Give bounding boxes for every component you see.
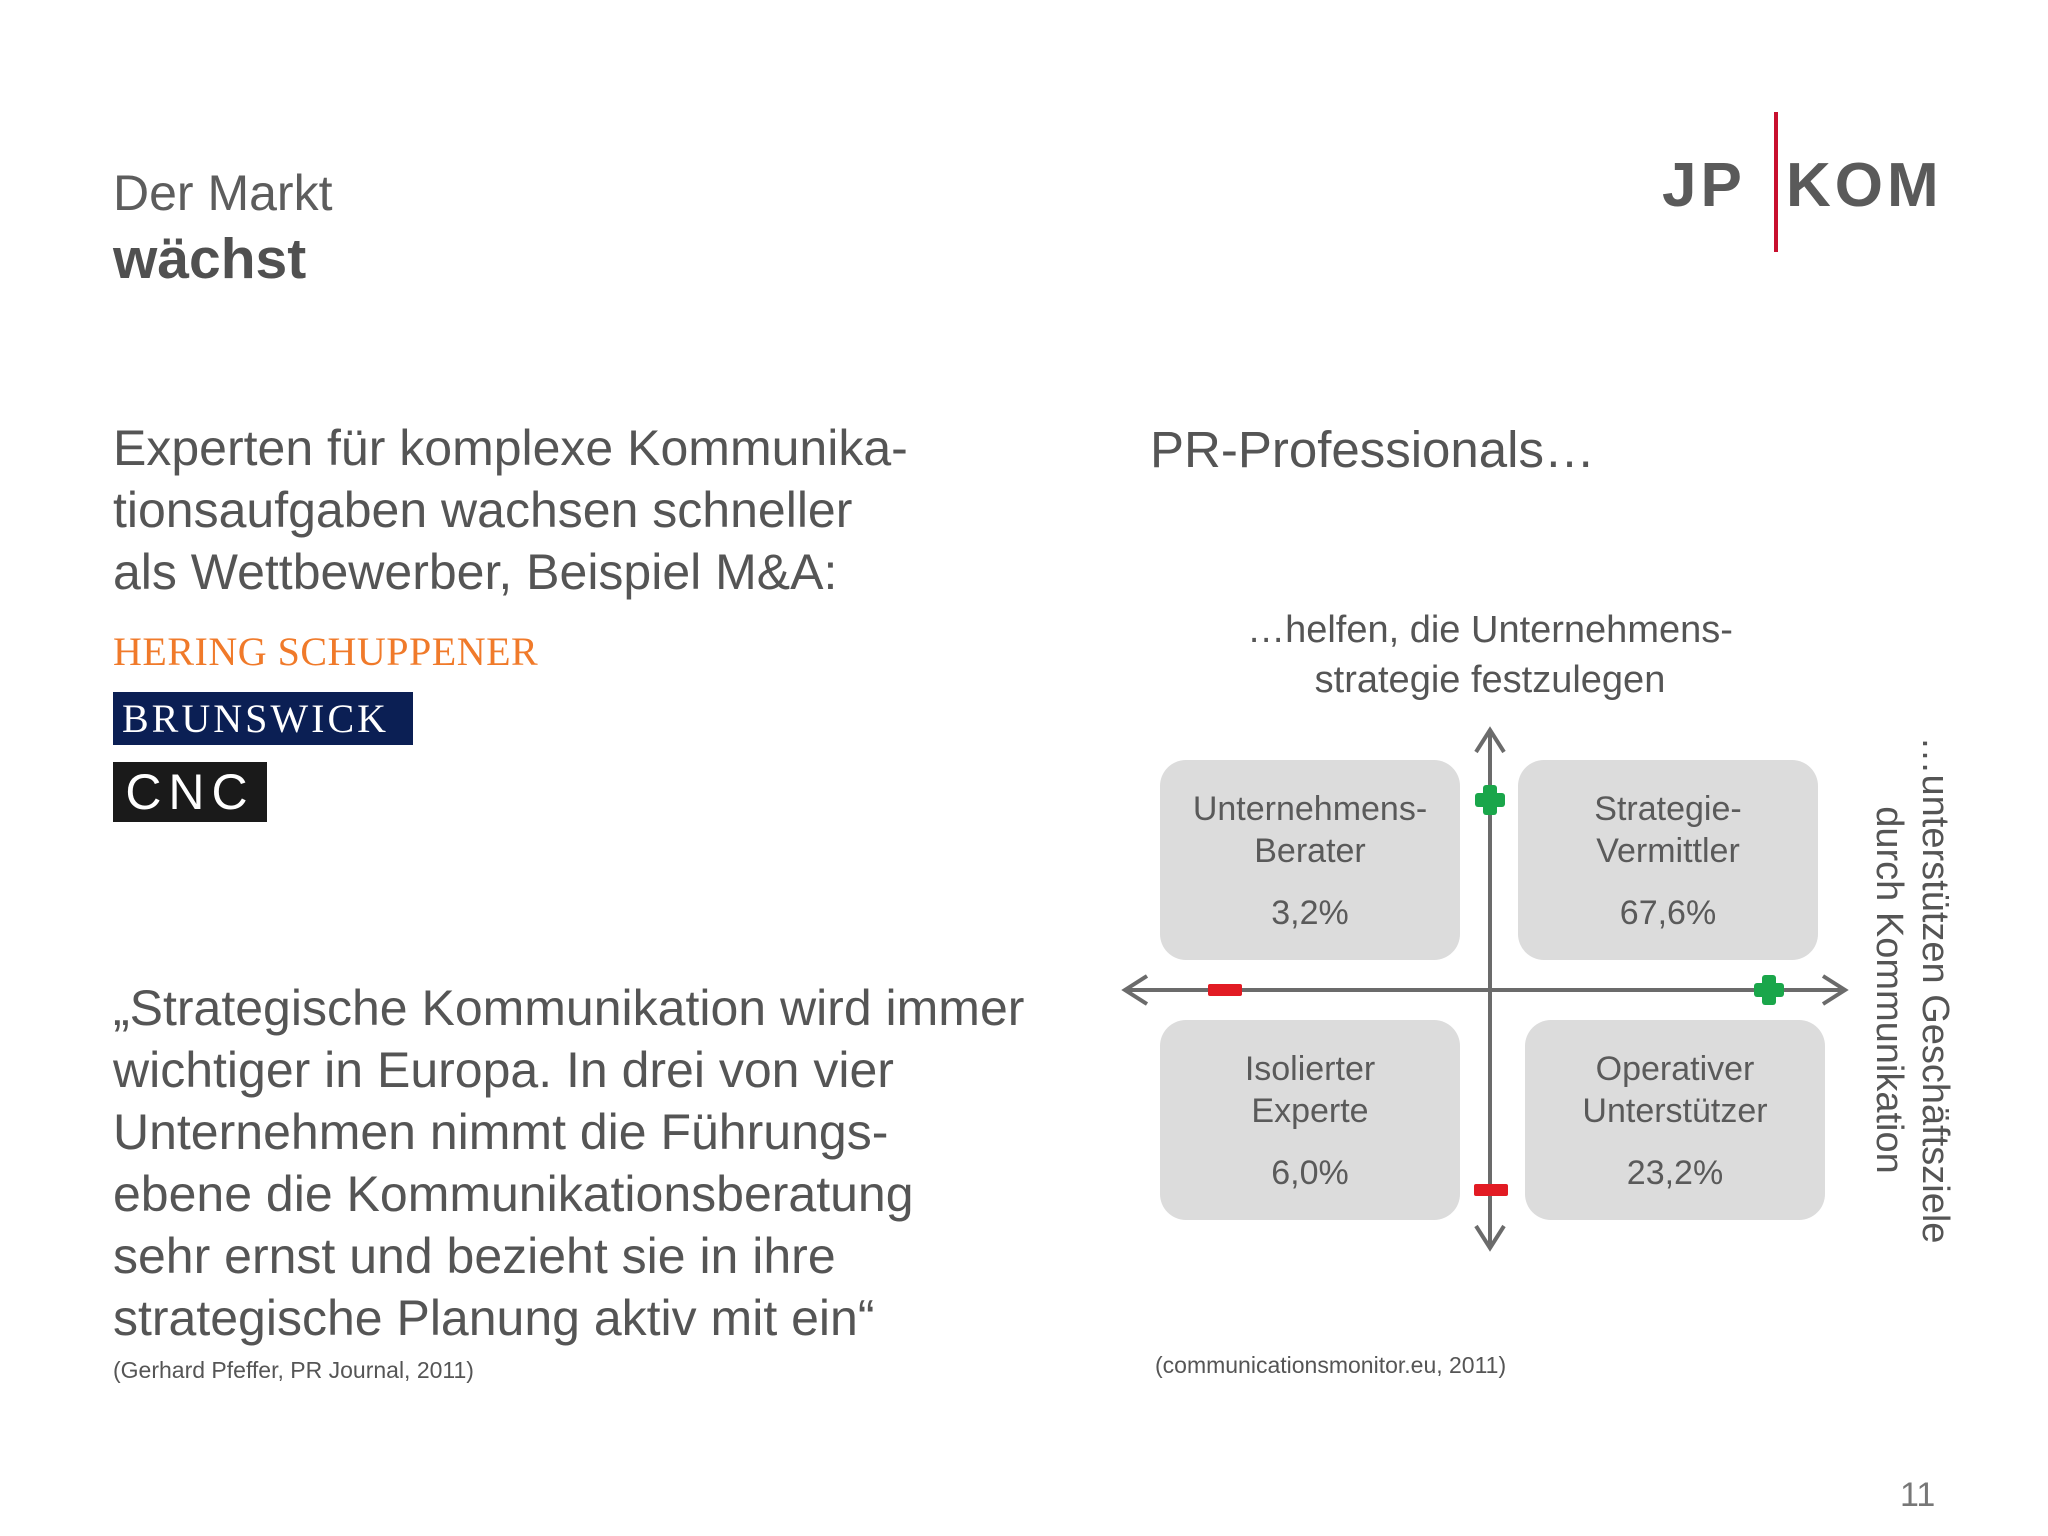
hering-schuppener-logo: HERING SCHUPPENER <box>113 629 539 674</box>
intro-line: Experten für komplexe Kommunika- <box>113 420 908 476</box>
quote-text: „Strategische Kommunikation wird immer w… <box>113 977 1024 1349</box>
quadrant-top-left: Unternehmens- Berater 3,2% <box>1160 760 1460 960</box>
diagram-title: PR-Professionals… <box>1150 421 1595 478</box>
quadrant-value: 67,6% <box>1619 894 1717 932</box>
minus-icon <box>1474 1184 1508 1196</box>
quote-source: (Gerhard Pfeffer, PR Journal, 2011) <box>113 1357 474 1383</box>
axis-top-label-line: strategie festzulegen <box>1314 659 1666 701</box>
slide-title-line2: wächst <box>113 227 307 291</box>
quadrant-bottom-left: Isolierter Experte 6,0% <box>1160 1020 1460 1220</box>
down-arrow-icon <box>1474 1224 1506 1252</box>
page-number: 11 <box>1900 1476 1936 1514</box>
quadrant-bottom-right: Operativer Unterstützer 23,2% <box>1525 1020 1825 1220</box>
axis-top-label: …helfen, die Unternehmens- strategie fes… <box>1150 605 1830 705</box>
diagram-source: (communicationsmonitor.eu, 2011) <box>1155 1352 1507 1378</box>
quadrant-label-line: Isolierter <box>1244 1050 1376 1088</box>
logo-left-text: JP <box>1662 151 1746 220</box>
right-arrow-icon <box>1821 974 1849 1006</box>
axis-top-label-line: …helfen, die Unternehmens- <box>1247 609 1733 651</box>
quadrant-label-line: Strategie- <box>1594 790 1742 828</box>
quadrant-label-line: Operativer <box>1595 1050 1755 1088</box>
brunswick-logo: BRUNSWICK <box>113 692 413 745</box>
quote-line: sehr ernst und bezieht sie in ihre <box>113 1228 836 1284</box>
quote-line: Unternehmen nimmt die Führungs- <box>113 1104 889 1160</box>
quote-line: „Strategische Kommunikation wird immer <box>113 980 1025 1036</box>
quadrant-top-right: Strategie- Vermittler 67,6% <box>1518 760 1818 960</box>
axis-right-label-line: …unterstützen Geschäftsziele <box>1914 736 1956 1244</box>
quadrant-value: 23,2% <box>1626 1154 1724 1192</box>
up-arrow-icon <box>1474 726 1506 754</box>
axes <box>1121 726 1849 1252</box>
quadrant-label-line: Unterstützer <box>1582 1092 1768 1130</box>
jpkom-logo: JP KOM <box>1662 112 1962 252</box>
quadrant-diagram: Unternehmens- Berater 3,2% Strategie- Ve… <box>1115 720 1855 1260</box>
quadrant-label-line: Vermittler <box>1596 832 1740 870</box>
plus-icon <box>1754 975 1784 1005</box>
axis-right-label-line: durch Kommunikation <box>1868 806 1910 1174</box>
slide-title-line1: Der Markt <box>113 165 333 221</box>
intro-text: Experten für komplexe Kommunika- tionsau… <box>113 417 908 603</box>
intro-line: tionsaufgaben wachsen schneller <box>113 482 853 538</box>
plus-icon <box>1475 785 1505 815</box>
quadrant-label-line: Berater <box>1254 832 1366 870</box>
quadrant-label-line: Experte <box>1251 1092 1369 1130</box>
axis-right-label: …unterstützen Geschäftsziele durch Kommu… <box>1862 720 1962 1260</box>
cnc-logo: CNC <box>113 762 267 822</box>
quadrant-value: 6,0% <box>1271 1154 1349 1192</box>
minus-icon <box>1208 984 1242 996</box>
intro-line: als Wettbewerber, Beispiel M&A: <box>113 544 838 600</box>
quote-line: ebene die Kommunikationsberatung <box>113 1166 914 1222</box>
quote-line: strategische Planung aktiv mit ein“ <box>113 1290 875 1346</box>
quote-line: wichtiger in Europa. In drei von vier <box>113 1042 894 1098</box>
quadrant-label-line: Unternehmens- <box>1192 790 1428 828</box>
logo-right-text: KOM <box>1786 151 1943 220</box>
logo-divider <box>1774 112 1778 252</box>
quadrant-value: 3,2% <box>1271 894 1349 932</box>
left-arrow-icon <box>1121 974 1149 1006</box>
